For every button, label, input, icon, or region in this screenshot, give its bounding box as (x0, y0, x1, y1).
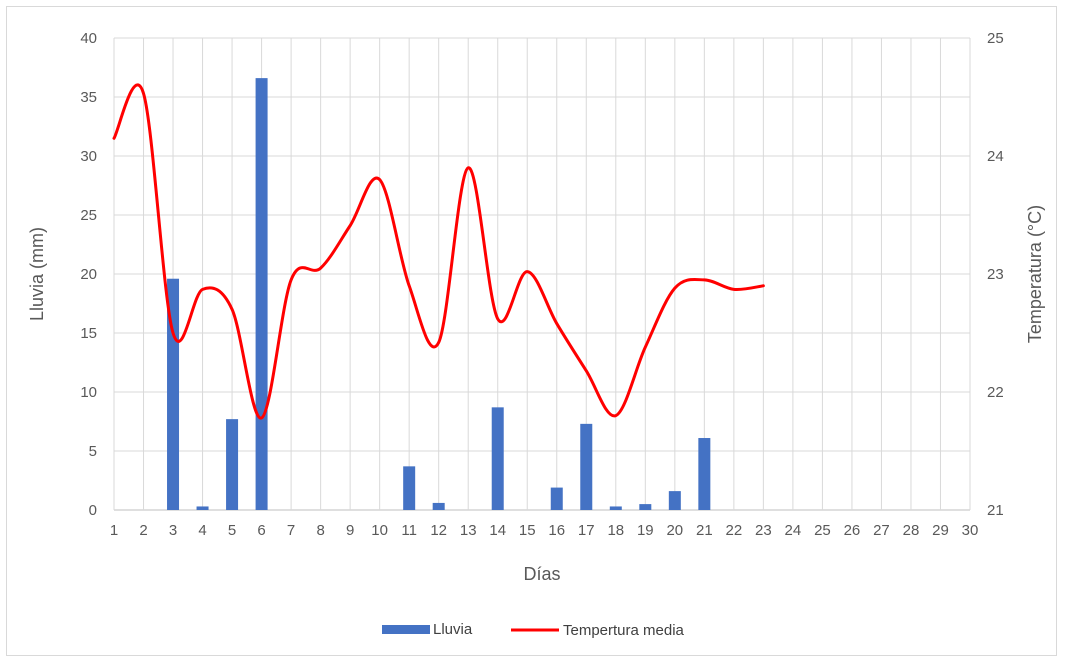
x-tick-label: 10 (371, 522, 388, 539)
x-tick-label: 4 (198, 522, 206, 539)
x-tick-label: 14 (489, 522, 506, 539)
y2-tick-label: 21 (987, 502, 1004, 519)
rain-bar (403, 466, 416, 510)
x-tick-label: 3 (169, 522, 177, 539)
y-tick-label: 15 (80, 325, 97, 342)
x-tick-label: 18 (607, 522, 624, 539)
y2-tick-label: 25 (987, 30, 1004, 47)
temperature-line (112, 83, 765, 420)
x-tick-label: 25 (814, 522, 831, 539)
y-tick-label: 0 (89, 502, 97, 519)
y-tick-label: 40 (80, 30, 97, 47)
gridlines (113, 37, 971, 511)
y2-tick-label: 24 (987, 148, 1004, 165)
rain-bar (609, 506, 622, 510)
x-tick-label: 26 (844, 522, 861, 539)
x-axis-title: Días (523, 564, 560, 584)
rain-bar (550, 487, 563, 510)
x-tick-label: 27 (873, 522, 890, 539)
rain-bar (668, 491, 681, 510)
rain-bar (226, 419, 239, 510)
y-tick-label: 30 (80, 148, 97, 165)
temperature-series-line (112, 83, 765, 420)
y2-axis-title: Temperatura (°C) (1025, 205, 1045, 343)
x-tick-label: 6 (257, 522, 265, 539)
y-tick-label: 35 (80, 89, 97, 106)
x-tick-label: 8 (316, 522, 324, 539)
rain-bar (580, 423, 593, 510)
legend-label-lluvia: Lluvia (433, 621, 473, 638)
rain-bar (491, 407, 504, 510)
rain-bar (432, 502, 445, 510)
y-tick-label: 5 (89, 443, 97, 460)
rain-bars (167, 78, 711, 511)
x-tick-label: 21 (696, 522, 713, 539)
legend: Lluvia Tempertura media (382, 621, 685, 639)
rain-bar (196, 506, 209, 510)
x-tick-label: 17 (578, 522, 595, 539)
x-tick-label: 5 (228, 522, 236, 539)
right-axis-ticks: 21 22 23 24 25 (987, 30, 1004, 519)
x-tick-label: 20 (666, 522, 683, 539)
x-tick-label: 24 (785, 522, 802, 539)
y-axis-title: Lluvia (mm) (27, 227, 47, 321)
x-tick-label: 29 (932, 522, 949, 539)
x-axis-ticks: 1 2 3 4 5 6 7 8 9 10 11 12 13 14 15 16 17 18 19 20 21 22 23 24 2… (110, 522, 979, 539)
y-tick-label: 10 (80, 384, 97, 401)
x-tick-label: 19 (637, 522, 654, 539)
x-tick-label: 12 (430, 522, 447, 539)
left-axis-ticks: 0 5 10 15 20 25 30 35 40 (80, 30, 97, 519)
x-tick-label: 30 (962, 522, 979, 539)
x-tick-label: 1 (110, 522, 118, 539)
y-tick-label: 25 (80, 207, 97, 224)
y-tick-label: 20 (80, 266, 97, 283)
legend-swatch-lluvia (382, 625, 430, 634)
rain-bar (698, 438, 711, 510)
x-tick-label: 22 (726, 522, 743, 539)
x-tick-label: 15 (519, 522, 536, 539)
rain-bar (255, 78, 268, 511)
x-tick-label: 13 (460, 522, 477, 539)
x-tick-label: 11 (401, 522, 417, 539)
legend-label-temperatura: Tempertura media (563, 622, 685, 639)
y2-tick-label: 23 (987, 266, 1004, 283)
x-tick-label: 9 (346, 522, 354, 539)
x-tick-label: 2 (139, 522, 147, 539)
x-tick-label: 23 (755, 522, 772, 539)
x-tick-label: 16 (548, 522, 565, 539)
rain-bar (639, 504, 652, 510)
y2-tick-label: 22 (987, 384, 1004, 401)
x-tick-label: 28 (903, 522, 920, 539)
rain-bar (167, 278, 180, 510)
x-tick-label: 7 (287, 522, 295, 539)
